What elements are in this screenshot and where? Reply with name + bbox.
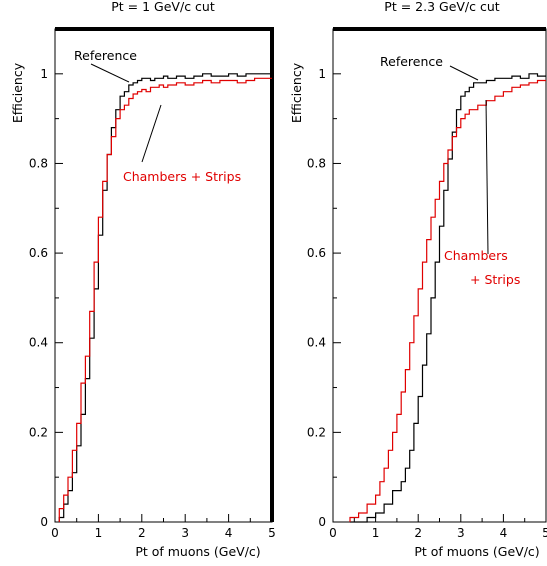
panel-1-ytick-label: 0.6: [29, 246, 48, 260]
panel-1-ytick-label: 0.4: [29, 336, 48, 350]
panel-2-reference-label: Reference: [380, 54, 443, 69]
panel-2-xtick-label: 5: [542, 526, 547, 540]
panel-1-xtick-label: 2: [138, 526, 146, 540]
panel-1-ytick-label: 1: [40, 67, 48, 81]
panel-2-chambers-label: Chambers: [444, 248, 508, 263]
panel-2-ylabel: Efficiency: [289, 62, 304, 123]
panel-2-ytick-label: 1: [318, 67, 326, 81]
panel-2-strips-label: + Strips: [470, 272, 520, 287]
panel-2-xtick-label: 2: [414, 526, 422, 540]
panel-2-ytick-label: 0: [318, 515, 326, 529]
panel-1-frame: [54, 28, 273, 523]
panel-2-xtick-label: 3: [457, 526, 465, 540]
panel-1: Pt = 1 GeV/c cut Efficiency Pt of muons …: [10, 0, 276, 559]
panel-1-title: Pt = 1 GeV/c cut: [111, 0, 215, 14]
panel-1-xtick-label: 1: [95, 526, 103, 540]
panel-2-series-chambers-strips: [349, 79, 546, 522]
panel-2-series-reference: [350, 73, 546, 523]
panel-2: Pt = 2.3 GeV/c cut Efficiency Pt of muon…: [289, 0, 547, 559]
panel-1-chambers-pointer: [141, 104, 162, 163]
panel-1-ytick-label: 0: [40, 515, 48, 529]
panel-1-chambers-label: Chambers + Strips: [123, 169, 241, 184]
panel-1-reference-label: Reference: [74, 48, 137, 63]
panel-1-reference-pointer: [90, 63, 130, 83]
panel-1-series-chambers-strips: [58, 77, 272, 522]
panel-1-xtick-label: 5: [268, 526, 276, 540]
panel-1-ylabel: Efficiency: [10, 62, 25, 123]
panel-1-xtick-label: 0: [51, 526, 59, 540]
panel-2-xtick-label: 0: [329, 526, 337, 540]
panel-2-xlabel: Pt of muons (GeV/c): [414, 544, 539, 559]
panel-1-xlabel: Pt of muons (GeV/c): [135, 544, 260, 559]
panel-2-ytick-label: 0.2: [307, 425, 326, 439]
panel-2-ytick-label: 0.6: [307, 246, 326, 260]
panel-2-xtick-label: 1: [372, 526, 380, 540]
panel-1-series-reference: [58, 73, 272, 522]
panel-1-xtick-label: 3: [181, 526, 189, 540]
panel-2-xtick-label: 4: [500, 526, 508, 540]
panel-1-ytick-label: 0.8: [29, 156, 48, 170]
panel-1-xtick-label: 4: [225, 526, 233, 540]
panel-2-title: Pt = 2.3 GeV/c cut: [384, 0, 499, 14]
panel-1-ytick-label: 0.2: [29, 425, 48, 439]
panel-2-ytick-label: 0.4: [307, 336, 326, 350]
panel-2-chambers-pointer: [485, 99, 489, 255]
panel-2-reference-pointer: [449, 65, 479, 81]
panel-2-ytick-label: 0.8: [307, 156, 326, 170]
